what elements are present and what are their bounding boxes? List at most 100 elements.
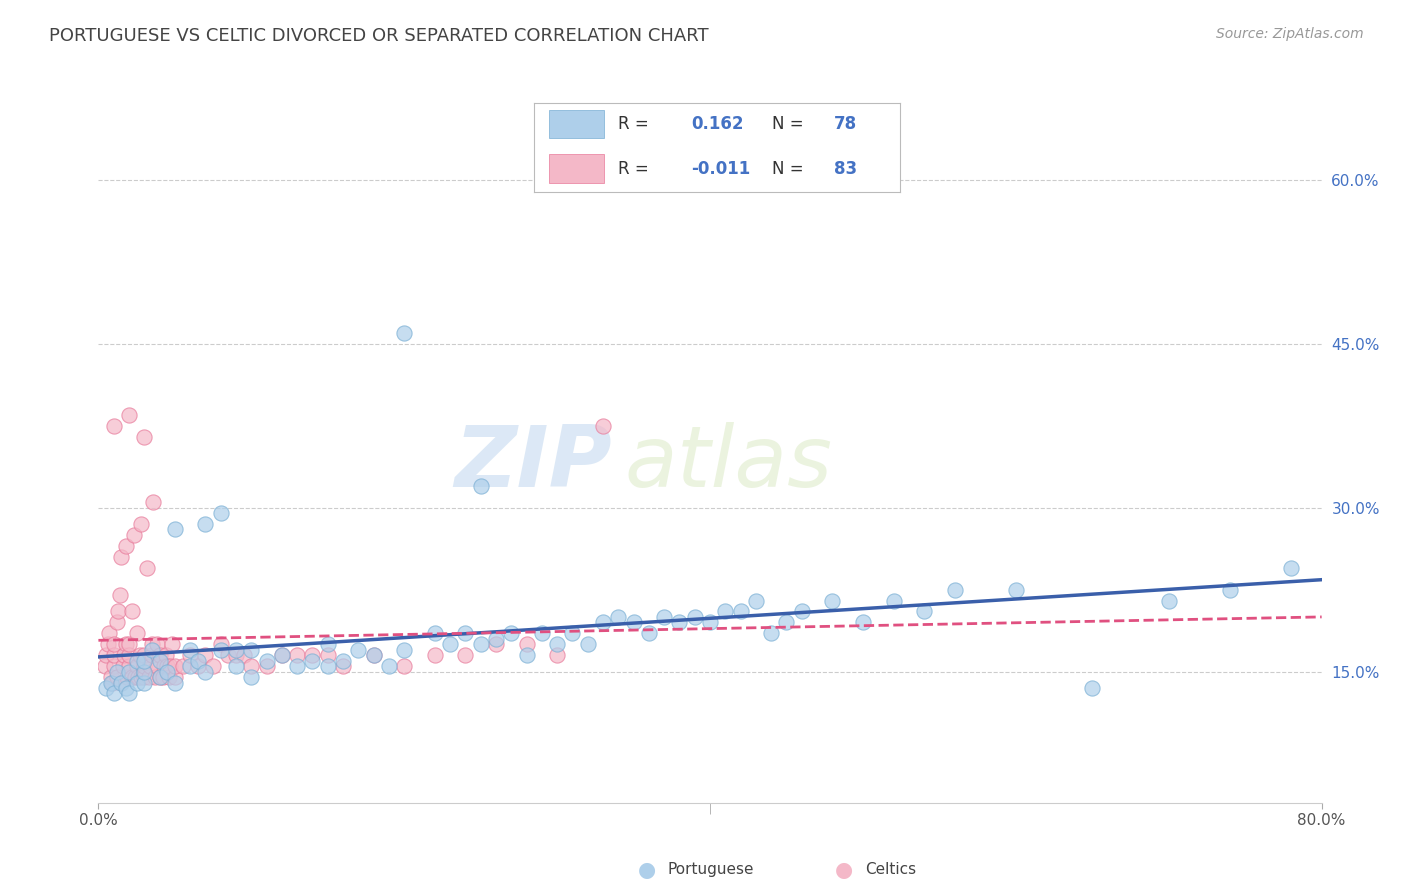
Text: N =: N = <box>772 115 803 133</box>
Point <box>592 615 614 630</box>
Point <box>1004 582 1026 597</box>
Point <box>790 604 813 618</box>
Point <box>194 648 217 663</box>
Point <box>145 637 167 651</box>
Point <box>115 539 138 553</box>
Point <box>187 654 209 668</box>
Point <box>121 670 143 684</box>
Text: 0.162: 0.162 <box>692 115 744 133</box>
Point <box>240 642 263 657</box>
Point <box>775 615 797 630</box>
Point <box>576 637 599 651</box>
Point <box>546 637 568 651</box>
Point <box>117 670 139 684</box>
Point <box>392 642 416 657</box>
Text: 83: 83 <box>834 160 858 178</box>
Point <box>561 626 583 640</box>
Point <box>546 648 568 663</box>
Text: ZIP: ZIP <box>454 422 612 506</box>
Point <box>163 659 186 673</box>
Point <box>439 637 461 651</box>
Point <box>485 632 508 646</box>
Point <box>105 670 128 684</box>
Point <box>100 670 122 684</box>
Point <box>179 642 201 657</box>
Point <box>1081 681 1104 695</box>
Point <box>285 659 308 673</box>
Point <box>332 659 354 673</box>
Point <box>179 648 201 663</box>
Point <box>225 648 247 663</box>
Point <box>121 604 143 618</box>
Point <box>149 654 172 668</box>
Point <box>111 659 134 673</box>
Point <box>516 648 538 663</box>
Point <box>134 429 156 443</box>
Point <box>316 637 339 651</box>
Text: atlas: atlas <box>624 422 832 506</box>
Point <box>883 593 905 607</box>
Point <box>209 506 232 520</box>
Text: Source: ZipAtlas.com: Source: ZipAtlas.com <box>1216 27 1364 41</box>
Point <box>139 659 162 673</box>
Point <box>93 659 115 673</box>
Point <box>240 659 263 673</box>
Point <box>118 408 141 422</box>
Point <box>209 637 232 651</box>
Point <box>103 686 125 700</box>
Point <box>125 654 148 668</box>
Bar <box>548 154 603 183</box>
Point <box>100 675 122 690</box>
Point <box>943 582 966 597</box>
Point <box>98 626 121 640</box>
Text: N =: N = <box>772 160 803 178</box>
Point <box>149 670 172 684</box>
Point <box>759 626 782 640</box>
Point <box>225 642 247 657</box>
Point <box>1279 560 1302 574</box>
Point <box>134 675 156 690</box>
Point <box>347 642 370 657</box>
Point <box>118 665 141 679</box>
Point <box>332 654 354 668</box>
Point <box>423 626 446 640</box>
Point <box>209 642 232 657</box>
Point <box>118 637 141 651</box>
Point <box>232 648 254 663</box>
Point <box>683 610 706 624</box>
Point <box>316 659 339 673</box>
Point <box>301 654 323 668</box>
Point <box>652 610 675 624</box>
Point <box>149 670 172 684</box>
Point <box>156 659 179 673</box>
Point <box>124 670 146 684</box>
Point <box>470 637 492 651</box>
Point <box>745 593 768 607</box>
Point <box>301 648 323 663</box>
Point <box>152 670 174 684</box>
Point <box>225 659 247 673</box>
Text: PORTUGUESE VS CELTIC DIVORCED OR SEPARATED CORRELATION CHART: PORTUGUESE VS CELTIC DIVORCED OR SEPARAT… <box>49 27 709 45</box>
Point <box>454 626 477 640</box>
Point <box>163 675 186 690</box>
Text: -0.011: -0.011 <box>692 160 751 178</box>
Point <box>485 637 508 651</box>
Point <box>179 659 201 673</box>
Point <box>160 637 183 651</box>
Text: ●: ● <box>835 860 852 880</box>
Point <box>142 495 165 509</box>
Point <box>115 637 138 651</box>
Point <box>159 659 181 673</box>
Point <box>316 648 339 663</box>
Point <box>134 670 156 684</box>
Point <box>363 648 385 663</box>
Point <box>852 615 875 630</box>
Point <box>623 615 645 630</box>
Point <box>127 670 149 684</box>
Point <box>730 604 752 618</box>
Point <box>530 626 553 640</box>
Point <box>134 665 156 679</box>
Point <box>94 681 117 695</box>
Point <box>1157 593 1180 607</box>
Text: Celtics: Celtics <box>865 863 915 877</box>
